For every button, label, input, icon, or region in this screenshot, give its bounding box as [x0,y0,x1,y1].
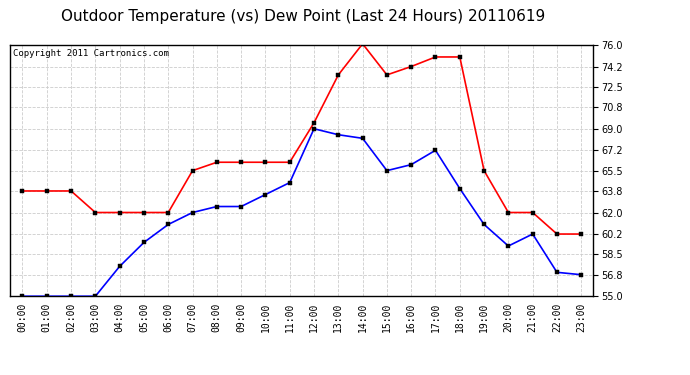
Text: Outdoor Temperature (vs) Dew Point (Last 24 Hours) 20110619: Outdoor Temperature (vs) Dew Point (Last… [61,9,546,24]
Text: Copyright 2011 Cartronics.com: Copyright 2011 Cartronics.com [13,49,169,58]
